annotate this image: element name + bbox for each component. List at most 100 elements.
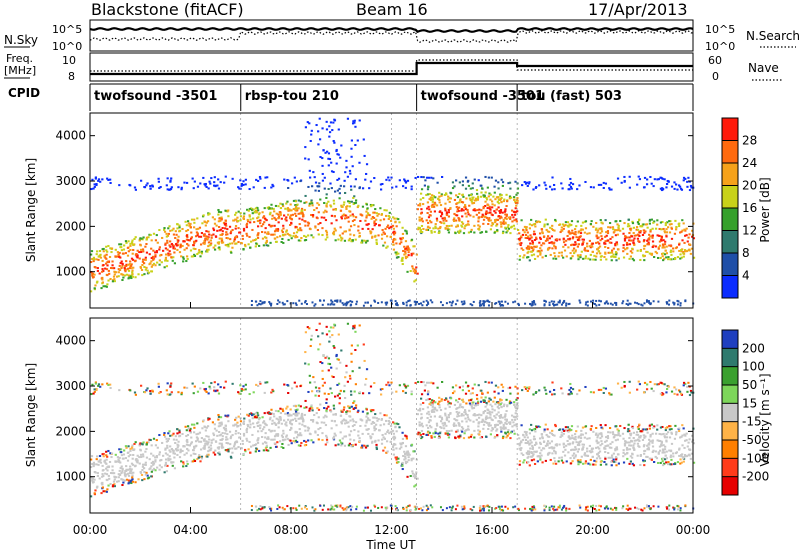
power-echo	[489, 199, 491, 201]
power-echo	[166, 184, 168, 186]
power-echo	[247, 219, 249, 221]
power-echo	[242, 217, 244, 219]
velocity-echo	[332, 327, 334, 329]
power-echo	[525, 234, 527, 236]
velocity-echo	[612, 431, 614, 433]
velocity-echo	[192, 383, 194, 385]
power-echo	[93, 274, 95, 276]
power-echo	[666, 183, 668, 185]
power-echo	[143, 273, 145, 275]
velocity-echo	[601, 435, 603, 437]
power-echo	[659, 245, 661, 247]
power-echo	[446, 214, 448, 216]
power-echo	[681, 239, 683, 241]
power-echo	[594, 259, 596, 261]
velocity-echo	[296, 436, 298, 438]
velocity-echo	[103, 453, 105, 455]
power-echo	[556, 238, 558, 240]
power-echo	[363, 305, 365, 307]
power-echo	[542, 242, 544, 244]
power-echo	[420, 198, 422, 200]
power-echo	[312, 204, 314, 206]
velocity-echo	[618, 463, 620, 465]
velocity-echo	[99, 386, 101, 388]
power-echo	[411, 254, 413, 256]
velocity-echo	[568, 436, 570, 438]
power-echo	[420, 193, 422, 195]
power-echo	[592, 300, 594, 302]
velocity-echo	[386, 451, 388, 453]
velocity-echo	[375, 444, 377, 446]
power-echo	[332, 122, 334, 124]
velocity-echo	[236, 422, 238, 424]
power-echo	[283, 179, 285, 181]
power-echo	[575, 236, 577, 238]
power-echo	[298, 218, 300, 220]
velocity-echo	[581, 456, 583, 458]
velocity-echo	[390, 425, 392, 427]
velocity-echo	[183, 387, 185, 389]
power-echo	[458, 201, 460, 203]
power-echo	[149, 185, 151, 187]
velocity-echo	[127, 452, 129, 454]
power-echo	[176, 249, 178, 251]
power-echo	[552, 258, 554, 260]
power-echo	[529, 234, 531, 236]
velocity-echo	[464, 409, 466, 411]
velocity-echo	[566, 440, 568, 442]
velocity-echo	[326, 333, 328, 335]
velocity-echo	[101, 383, 103, 385]
velocity-echo	[353, 429, 355, 431]
power-echo	[491, 177, 493, 179]
velocity-echo	[518, 437, 520, 439]
power-echo	[646, 240, 648, 242]
power-echo	[606, 235, 608, 237]
power-echo	[118, 184, 120, 186]
velocity-echo	[263, 420, 265, 422]
power-echo	[673, 181, 675, 183]
velocity-echo	[165, 462, 167, 464]
power-echo	[90, 188, 92, 190]
velocity-echo	[468, 390, 470, 392]
power-echo	[191, 236, 193, 238]
power-echo	[268, 224, 270, 226]
velocity-echo	[573, 438, 575, 440]
power-echo	[121, 249, 123, 251]
velocity-echo	[571, 393, 573, 395]
velocity-echo	[544, 429, 546, 431]
power-echo	[508, 228, 510, 230]
velocity-echo	[226, 433, 228, 435]
power-echo	[101, 178, 103, 180]
power-echo	[207, 249, 209, 251]
power-echo	[442, 217, 444, 219]
power-echo	[96, 253, 98, 255]
power-echo	[607, 230, 609, 232]
velocity-echo	[665, 433, 667, 435]
velocity-echo	[469, 403, 471, 405]
power-echo	[495, 225, 497, 227]
velocity-echo	[426, 382, 428, 384]
power-echo	[270, 204, 272, 206]
velocity-echo	[100, 492, 102, 494]
noise-tick-right-bottom: 10^0	[705, 40, 735, 53]
power-echo	[323, 300, 325, 302]
velocity-echo	[430, 382, 432, 384]
power-echo	[346, 217, 348, 219]
power-echo	[402, 233, 404, 235]
power-echo	[106, 264, 108, 266]
power-echo	[507, 224, 509, 226]
power-echo	[522, 256, 524, 258]
power-echo	[284, 234, 286, 236]
velocity-echo	[326, 326, 328, 328]
power-echo	[257, 220, 259, 222]
velocity-echo	[106, 469, 108, 471]
velocity-echo	[203, 425, 205, 427]
power-echo	[485, 231, 487, 233]
velocity-echo	[180, 449, 182, 451]
power-echo	[187, 258, 189, 260]
cpid-label: CPID	[8, 86, 40, 100]
power-echo	[345, 208, 347, 210]
power-echo	[205, 235, 207, 237]
power-echo	[301, 219, 303, 221]
power-echo	[148, 263, 150, 265]
